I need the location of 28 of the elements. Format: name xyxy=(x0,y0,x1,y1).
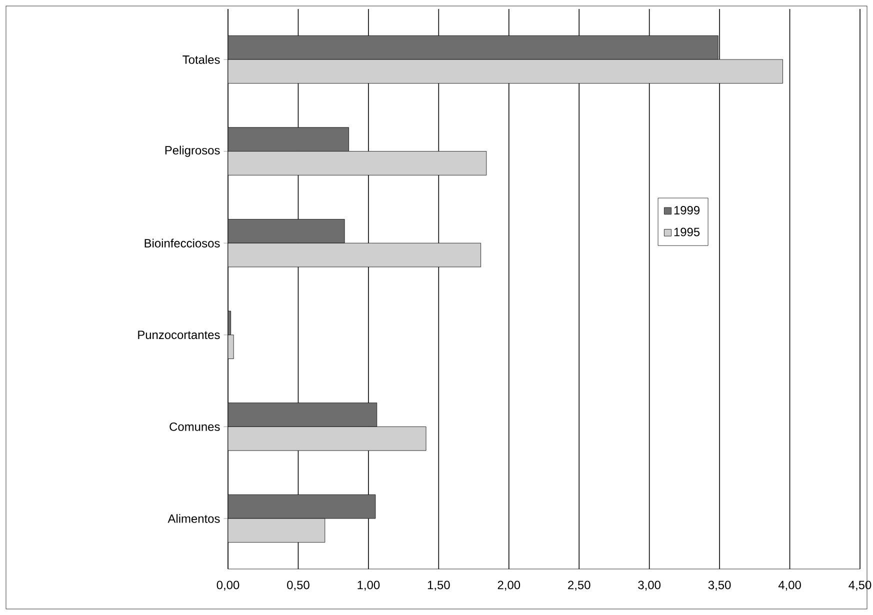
bar xyxy=(228,494,376,519)
bar xyxy=(228,518,326,543)
bar xyxy=(228,127,349,152)
x-tick-label: 3,00 xyxy=(638,580,661,591)
bar xyxy=(228,59,783,84)
y-tick-label: Bioinfecciosos xyxy=(144,238,220,248)
y-tick-label: Totales xyxy=(182,55,220,64)
bar xyxy=(228,219,345,244)
x-tick-label: 3,50 xyxy=(708,580,731,591)
y-tick-label: Comunes xyxy=(170,422,220,431)
bar xyxy=(228,426,426,451)
legend-label: 1999 xyxy=(674,206,700,214)
y-tick-label: Peligrosos xyxy=(165,146,220,157)
bar xyxy=(228,151,487,176)
x-tick-label: 4,50 xyxy=(848,580,872,591)
x-tick-label: 1,00 xyxy=(358,580,380,591)
bar xyxy=(228,402,378,427)
y-tick-label: Punzocortantes xyxy=(138,330,220,340)
y-tick-label: Alimentos xyxy=(168,514,220,523)
x-tick-label: 2,50 xyxy=(568,580,590,591)
x-tick-label: 2,00 xyxy=(498,580,520,591)
x-tick-label: 0,00 xyxy=(216,580,240,591)
legend-label: 1995 xyxy=(674,228,700,236)
bar xyxy=(228,242,481,268)
x-tick-label: 0,50 xyxy=(287,580,310,591)
x-tick-label: 1,50 xyxy=(428,580,450,591)
x-tick-label: 4,00 xyxy=(778,580,801,591)
bar xyxy=(228,35,718,60)
